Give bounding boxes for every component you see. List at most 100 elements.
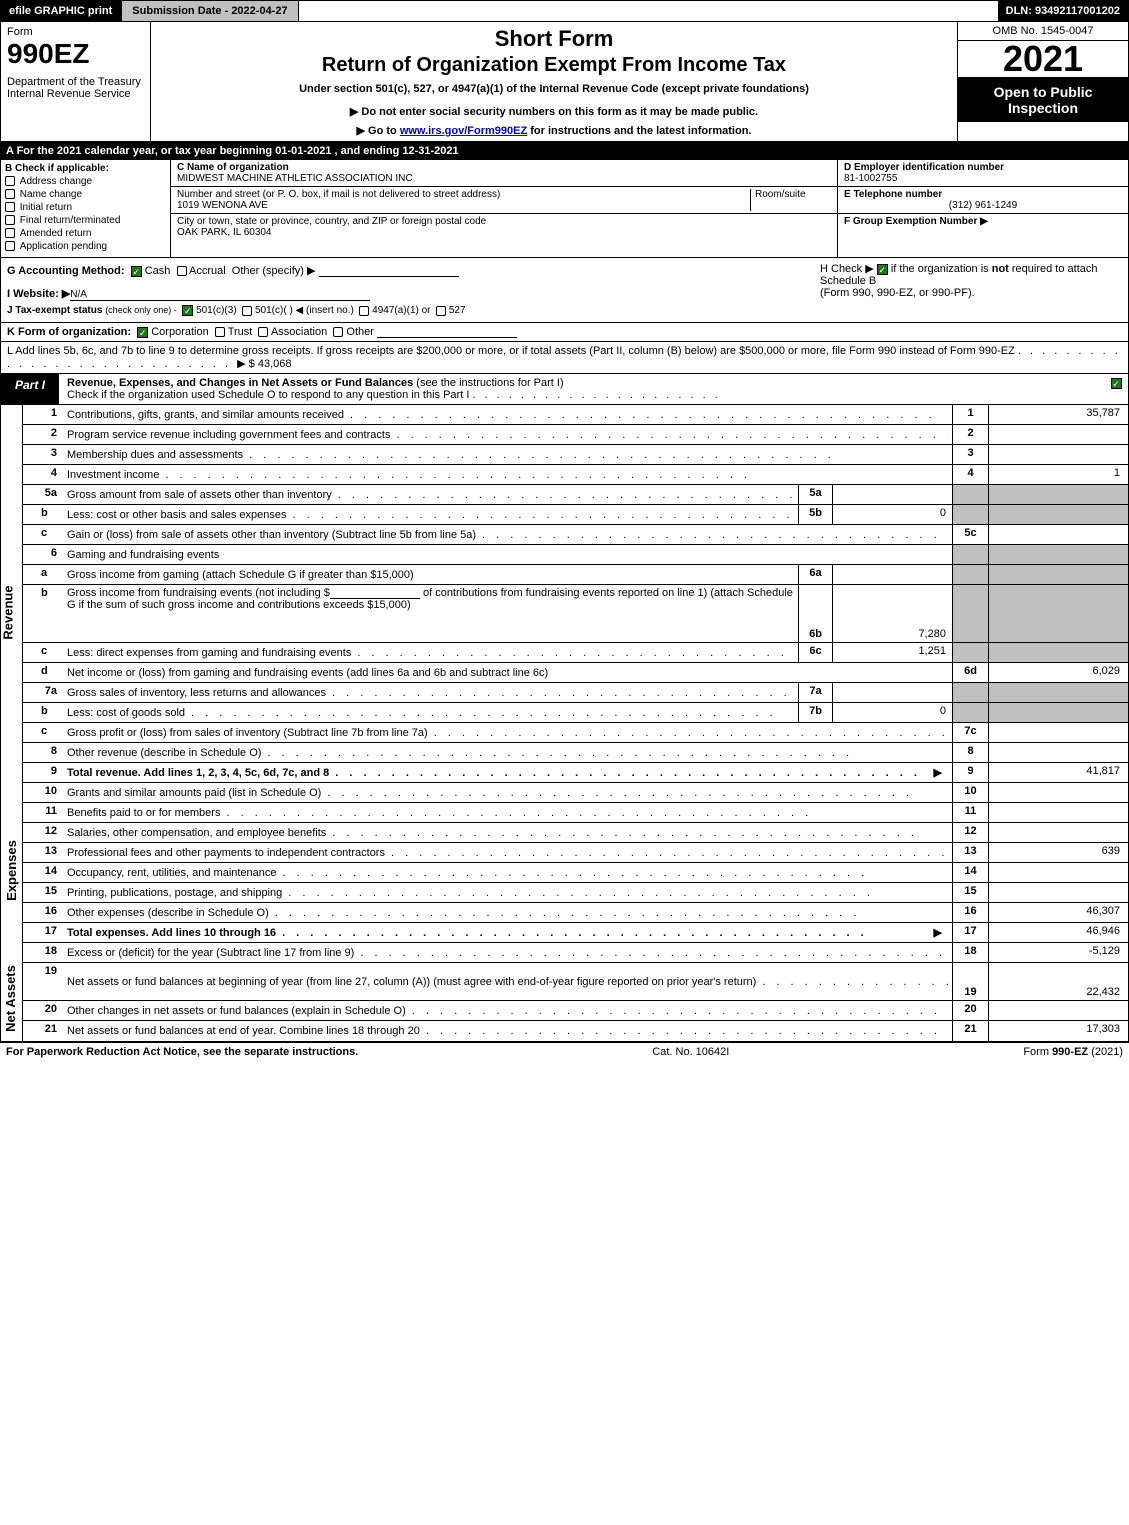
- section-k: K Form of organization: Corporation Trus…: [0, 323, 1129, 342]
- checkbox-amended-return[interactable]: [5, 228, 15, 238]
- dots: . . . . . . . . . . . . . . . . . . . . …: [269, 907, 948, 919]
- dots: . . . . . . . . . . . . . . . . . . . . …: [329, 767, 927, 779]
- line-19-desc: Net assets or fund balances at beginning…: [67, 976, 756, 988]
- tax-year: 2021: [958, 41, 1128, 78]
- line-1-num: 1: [23, 405, 63, 424]
- line-5c-num: c: [23, 525, 63, 544]
- dots: . . . . . . . . . . . . . . . . . . . . …: [321, 787, 948, 799]
- part-1-tab: Part I: [1, 374, 59, 404]
- h-text4: (Form 990, 990-EZ, or 990-PF).: [820, 287, 975, 299]
- dots: . . . . . . . . . . . . . . . . . . . . …: [332, 489, 794, 501]
- line-21-desc: Net assets or fund balances at end of ye…: [67, 1025, 420, 1037]
- line-6b-blank[interactable]: [330, 587, 420, 599]
- dots: . . . . . . . . . . . . . . . . . . . . …: [261, 747, 948, 759]
- line-5a-mbox: 5a: [798, 485, 832, 504]
- checkbox-527[interactable]: [436, 306, 446, 316]
- line-16-val: 46,307: [988, 903, 1128, 922]
- h-text2: if the organization is: [891, 263, 992, 275]
- line-6-rshade: [952, 545, 988, 564]
- line-6c-num: c: [23, 643, 63, 662]
- label-527: 527: [449, 305, 466, 316]
- line-20-num: 20: [23, 1001, 63, 1020]
- checkbox-final-return[interactable]: [5, 215, 15, 225]
- checkbox-application-pending[interactable]: [5, 241, 15, 251]
- checkbox-initial-return[interactable]: [5, 202, 15, 212]
- i-label: I Website: ▶: [7, 288, 70, 300]
- ein-value: 81-1002755: [844, 173, 897, 184]
- line-6c-vshade: [988, 643, 1128, 662]
- checkbox-501c3[interactable]: [182, 305, 193, 316]
- checkbox-4947[interactable]: [359, 306, 369, 316]
- goto-post: for instructions and the latest informat…: [527, 125, 751, 137]
- line-6-desc: Gaming and fundraising events: [67, 549, 219, 561]
- line-5a-rshade: [952, 485, 988, 504]
- part-1-checkbox-cell: [1104, 374, 1128, 404]
- goto-line: ▶ Go to www.irs.gov/Form990EZ for instru…: [161, 124, 947, 137]
- part-1-title-text: Revenue, Expenses, and Changes in Net As…: [67, 377, 413, 389]
- label-trust: Trust: [228, 326, 253, 338]
- line-6b-rshade: [952, 585, 988, 642]
- header-center: Short Form Return of Organization Exempt…: [151, 22, 958, 141]
- revenue-section: Revenue 1Contributions, gifts, grants, a…: [0, 405, 1129, 783]
- other-specify-input[interactable]: [319, 265, 459, 277]
- dots: . . . . . . . . . . . . . . . . . . . . …: [344, 409, 948, 421]
- line-6d-rnum: 6d: [952, 663, 988, 682]
- checkbox-corporation[interactable]: [137, 327, 148, 338]
- tel-label: E Telephone number: [844, 189, 942, 200]
- info-cd: C Name of organization MIDWEST MACHINE A…: [171, 160, 1128, 257]
- line-17-num: 17: [23, 923, 63, 942]
- checkbox-association[interactable]: [258, 327, 268, 337]
- line-6b-mval: 7,280: [832, 585, 952, 642]
- line-18-rnum: 18: [952, 943, 988, 962]
- label-other: Other (specify) ▶: [232, 265, 316, 277]
- line-9-num: 9: [23, 763, 63, 782]
- ssn-notice: ▶ Do not enter social security numbers o…: [161, 105, 947, 118]
- line-19-val: 22,432: [988, 963, 1128, 1000]
- checkbox-address-change[interactable]: [5, 176, 15, 186]
- line-6d-desc: Net income or (loss) from gaming and fun…: [67, 667, 548, 679]
- line-5b-vshade: [988, 505, 1128, 524]
- line-5a-num: 5a: [23, 485, 63, 504]
- part-1-check-line: Check if the organization used Schedule …: [67, 389, 469, 401]
- checkbox-cash[interactable]: [131, 266, 142, 277]
- section-def: D Employer identification number 81-1002…: [838, 160, 1128, 257]
- dots: . . . . . . . . . . . . . . . . . . . . …: [159, 469, 948, 481]
- checkbox-trust[interactable]: [215, 327, 225, 337]
- dots: . . . . . . . . . . . . . . . . . . . . …: [326, 827, 948, 839]
- line-3-rnum: 3: [952, 445, 988, 464]
- line-9-arrow: ▶: [928, 766, 948, 779]
- goto-link[interactable]: www.irs.gov/Form990EZ: [400, 125, 527, 137]
- form-word: Form: [7, 26, 144, 38]
- line-7b-mval: 0: [832, 703, 952, 722]
- line-20-rnum: 20: [952, 1001, 988, 1020]
- line-5c-desc: Gain or (loss) from sale of assets other…: [67, 529, 476, 541]
- checkbox-schedule-b[interactable]: [877, 264, 888, 275]
- line-1-val: 35,787: [988, 405, 1128, 424]
- line-16-rnum: 16: [952, 903, 988, 922]
- topbar: efile GRAPHIC print Submission Date - 20…: [0, 0, 1129, 22]
- checkbox-name-change[interactable]: [5, 189, 15, 199]
- line-8-val: [988, 743, 1128, 762]
- line-a: A For the 2021 calendar year, or tax yea…: [0, 142, 1129, 160]
- checkbox-501c[interactable]: [242, 306, 252, 316]
- checkbox-accrual[interactable]: [177, 266, 187, 276]
- line-12-rnum: 12: [952, 823, 988, 842]
- label-accrual: Accrual: [189, 265, 226, 277]
- line-6a-vshade: [988, 565, 1128, 584]
- dots: . . . . . . . . . . . . . . . . . . . . …: [243, 449, 948, 461]
- side-label-expenses: Expenses: [1, 783, 23, 943]
- section-b-heading: B Check if applicable:: [5, 163, 166, 174]
- l-text: L Add lines 5b, 6c, and 7b to line 9 to …: [7, 345, 1015, 357]
- line-6-num: 6: [23, 545, 63, 564]
- line-6b-desc1: Gross income from fundraising events (no…: [67, 587, 330, 599]
- line-5a-desc: Gross amount from sale of assets other t…: [67, 489, 332, 501]
- line-6a-num: a: [23, 565, 63, 584]
- label-501c3: 501(c)(3): [196, 305, 237, 316]
- line-7a-mbox: 7a: [798, 683, 832, 702]
- efile-print-button[interactable]: efile GRAPHIC print: [1, 1, 122, 21]
- checkbox-schedule-o[interactable]: [1111, 378, 1122, 389]
- line-11-rnum: 11: [952, 803, 988, 822]
- other-org-input[interactable]: [377, 326, 517, 338]
- checkbox-other-org[interactable]: [333, 327, 343, 337]
- line-14-num: 14: [23, 863, 63, 882]
